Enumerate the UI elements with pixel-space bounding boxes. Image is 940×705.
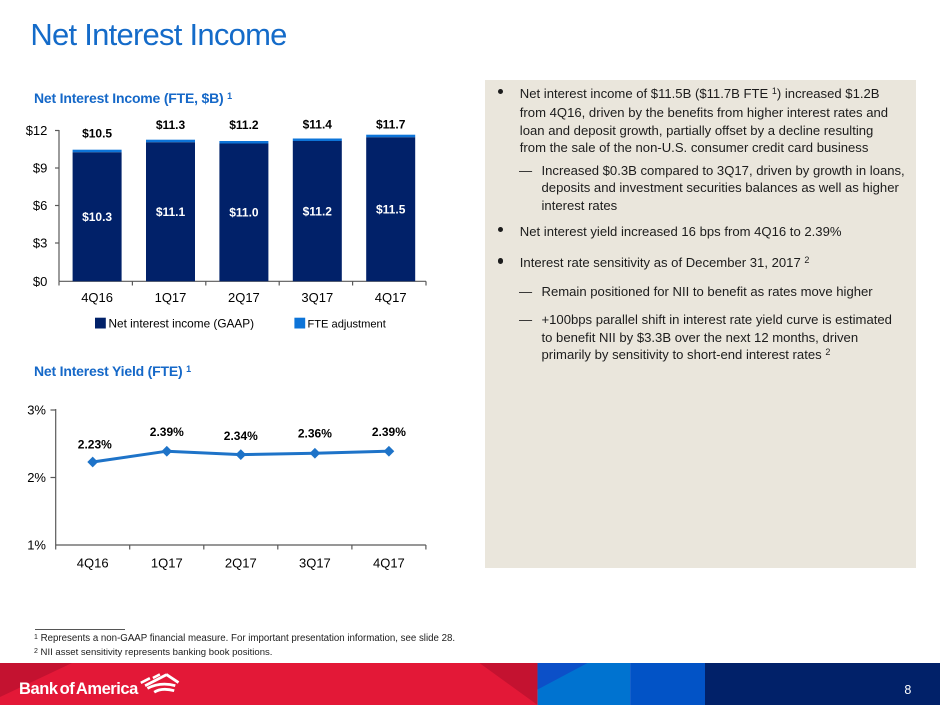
svg-text:$12: $12 — [26, 123, 48, 138]
svg-text:2.36%: 2.36% — [298, 427, 332, 441]
svg-text:4Q17: 4Q17 — [375, 290, 407, 305]
svg-text:1Q17: 1Q17 — [151, 556, 183, 571]
svg-text:1Q17: 1Q17 — [155, 290, 187, 305]
svg-text:1%: 1% — [27, 538, 46, 553]
svg-text:3Q17: 3Q17 — [299, 556, 331, 571]
svg-text:$0: $0 — [33, 274, 47, 289]
svg-text:2.39%: 2.39% — [372, 425, 406, 439]
svg-text:4Q17: 4Q17 — [373, 556, 405, 571]
svg-text:2.39%: 2.39% — [150, 425, 184, 439]
svg-text:$3: $3 — [33, 236, 47, 251]
svg-text:$11.1: $11.1 — [156, 205, 186, 219]
svg-text:Net interest income (GAAP): Net interest income (GAAP) — [109, 316, 255, 330]
svg-text:2Q17: 2Q17 — [225, 556, 257, 571]
svg-text:2%: 2% — [27, 470, 46, 485]
svg-text:8: 8 — [904, 683, 911, 697]
svg-text:2Q17: 2Q17 — [228, 290, 260, 305]
svg-text:$11.3: $11.3 — [156, 118, 186, 132]
svg-text:$11.2: $11.2 — [303, 204, 333, 218]
svg-text:Bank of America: Bank of America — [19, 680, 139, 698]
svg-text:4Q16: 4Q16 — [81, 290, 113, 305]
svg-text:FTE adjustment: FTE adjustment — [308, 318, 386, 330]
svg-text:$9: $9 — [33, 161, 47, 176]
svg-text:$10.3: $10.3 — [82, 210, 112, 224]
svg-text:4Q16: 4Q16 — [77, 556, 109, 571]
svg-text:3Q17: 3Q17 — [301, 290, 333, 305]
svg-text:$11.2: $11.2 — [229, 118, 259, 132]
svg-text:$11.4: $11.4 — [303, 117, 333, 131]
svg-text:$11.5: $11.5 — [376, 203, 406, 217]
svg-text:$10.5: $10.5 — [82, 126, 112, 140]
svg-text:$6: $6 — [33, 198, 47, 213]
svg-text:3%: 3% — [27, 403, 46, 418]
svg-text:$11.7: $11.7 — [376, 117, 406, 131]
svg-text:$11.0: $11.0 — [229, 206, 259, 220]
svg-text:2.34%: 2.34% — [224, 429, 258, 443]
svg-text:2.23%: 2.23% — [78, 437, 112, 451]
